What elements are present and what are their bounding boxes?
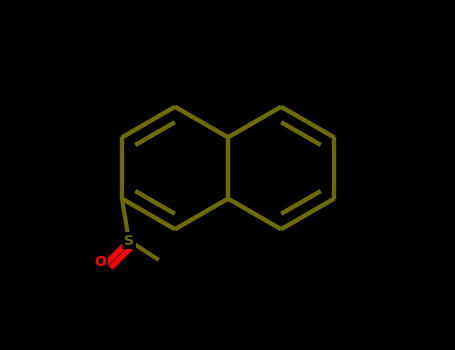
Text: S: S [124, 234, 134, 248]
Text: O: O [94, 255, 106, 269]
